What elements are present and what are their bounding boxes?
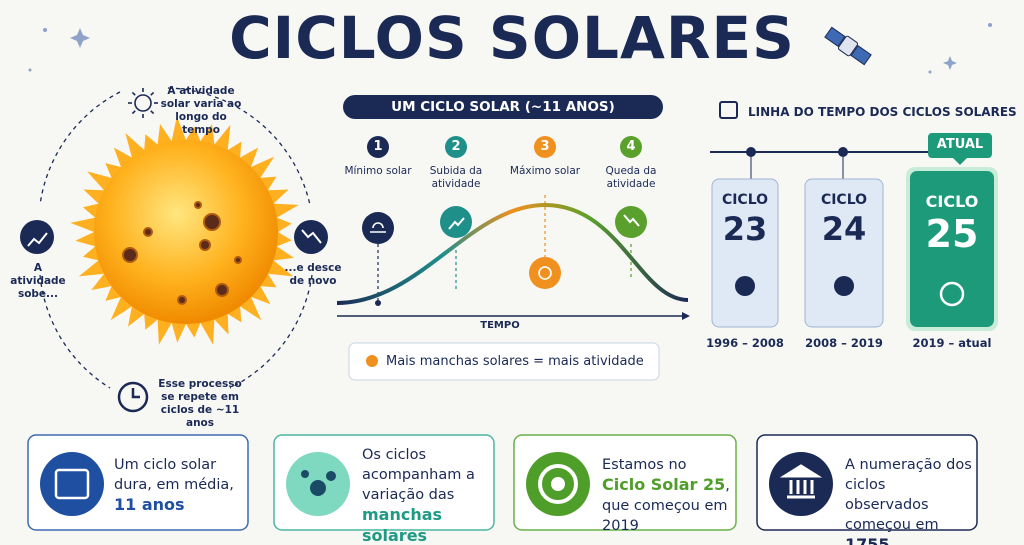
fact-icons bbox=[40, 452, 833, 516]
card-text: A numeração dos ciclos observados começo… bbox=[845, 455, 973, 545]
stars bbox=[28, 23, 992, 74]
card-phrase: A numeração dos ciclos observados começo… bbox=[845, 457, 972, 533]
cycle-number: 24 bbox=[821, 210, 867, 248]
cycle-card bbox=[804, 178, 884, 328]
phase-label: Subida da atividade bbox=[429, 165, 483, 190]
sun bbox=[70, 88, 973, 372]
card-text: Os ciclos acompanham a variação das manc… bbox=[362, 445, 487, 545]
sunspot bbox=[122, 247, 138, 263]
phase-label: Queda da atividade bbox=[605, 165, 657, 190]
card-phrase: , que começou em 2019 bbox=[602, 478, 730, 534]
panel-title: UM CICLO SOLAR (~11 ANOS) bbox=[391, 99, 615, 115]
cycle-card-current bbox=[910, 171, 994, 327]
timeline-title: LINHA DO TEMPO DOS CICLOS SOLARES bbox=[748, 105, 1017, 119]
cycle-card bbox=[711, 178, 779, 328]
card-phrase: Estamos no bbox=[602, 457, 687, 473]
cycle-label: CICLO bbox=[721, 192, 769, 208]
cycle-number: 23 bbox=[722, 210, 768, 248]
sun-label-top: A atividade solar varia ao longo do temp… bbox=[160, 85, 242, 136]
card-text: Um ciclo solar dura, em média, 11 anos bbox=[114, 455, 239, 516]
cycle-arrows bbox=[39, 87, 313, 389]
card-highlight: manchas solares bbox=[362, 505, 443, 545]
sun-icon-ray bbox=[131, 91, 136, 96]
cycle-number: 25 bbox=[925, 212, 979, 256]
cycle-years: 2008 – 2019 bbox=[805, 336, 883, 350]
card-highlight: 11 anos bbox=[114, 495, 185, 514]
sunspot bbox=[199, 239, 211, 251]
card-phrase: Um ciclo solar dura, em média, bbox=[114, 457, 234, 493]
badge-text: ATUAL bbox=[936, 137, 984, 152]
sun-label-left: A atividade sobe... bbox=[10, 262, 66, 300]
sun-label-right: ...e desce de novo bbox=[284, 262, 342, 287]
sunspot bbox=[194, 201, 202, 209]
cycle-label: CICLO bbox=[820, 192, 868, 208]
phase-number: 3 bbox=[540, 139, 550, 154]
phase-number: 1 bbox=[373, 139, 383, 154]
page-title: CICLOS SOLARES bbox=[229, 4, 795, 72]
sun-icon-ray bbox=[150, 110, 155, 115]
sun-cycle-icons bbox=[20, 94, 328, 413]
card-text: Estamos no Ciclo Solar 25, que começou e… bbox=[602, 455, 732, 536]
cycle-curve bbox=[336, 202, 689, 305]
phase-label: Máximo solar bbox=[509, 165, 581, 177]
phase-number: 2 bbox=[451, 139, 461, 154]
satellite-icon bbox=[824, 26, 872, 66]
sun-icon-ray bbox=[150, 91, 155, 96]
note: Mais manchas solares = mais atividade bbox=[386, 354, 644, 369]
badge bbox=[928, 133, 992, 158]
sun-disc bbox=[94, 140, 278, 324]
cycle-label: CICLO bbox=[925, 192, 979, 211]
card-highlight: Ciclo Solar 25 bbox=[602, 475, 726, 494]
sunspot bbox=[234, 256, 242, 264]
card-highlight: 1755 bbox=[845, 535, 890, 545]
cycle-years: 1996 – 2008 bbox=[706, 336, 784, 350]
sunspot bbox=[143, 227, 153, 237]
note-box bbox=[348, 342, 660, 381]
sunspot bbox=[203, 213, 221, 231]
calendar-icon bbox=[719, 101, 738, 119]
phase-number: 4 bbox=[626, 139, 636, 154]
sun-icon-ray bbox=[131, 110, 136, 115]
sunspot bbox=[177, 295, 187, 305]
phase-markers bbox=[362, 136, 647, 303]
cycle-sun-icons bbox=[735, 276, 965, 307]
card-phrase: Os ciclos acompanham a variação das bbox=[362, 447, 475, 503]
cycle-years: 2019 – atual bbox=[912, 336, 992, 350]
axis-label: TEMPO bbox=[480, 320, 520, 331]
sunspot bbox=[215, 283, 229, 297]
panel-title-pill bbox=[343, 95, 663, 119]
sun-label-bottom: Esse processo se repete em ciclos de ~11… bbox=[158, 378, 242, 429]
phase-label: Mínimo solar bbox=[344, 165, 412, 177]
